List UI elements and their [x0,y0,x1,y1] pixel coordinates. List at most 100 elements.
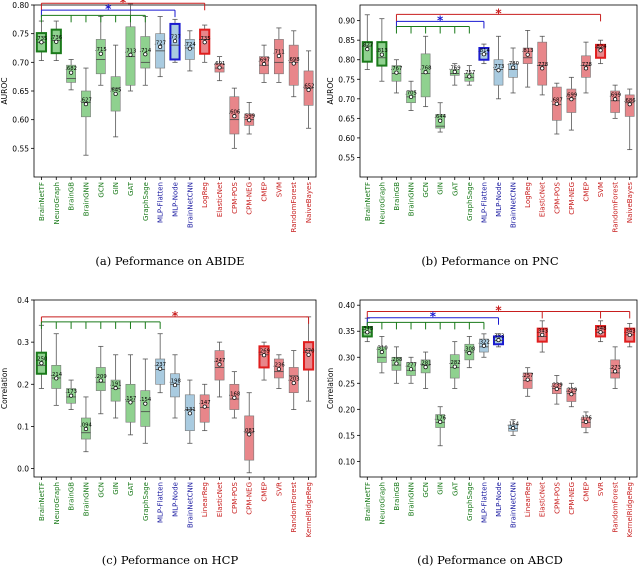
mean-marker [232,114,237,119]
box-kernelridgereg: .343 [624,323,636,348]
significance-star: * [120,0,127,9]
mean-label: .239 [551,383,563,389]
x-tick-label: CPM-NEG [568,182,576,215]
mean-marker [365,330,370,335]
box-iqr [610,90,620,113]
x-tick-label: MLP-Node [172,182,180,217]
significance-star: * [430,310,437,324]
box-neurograph: .736 [50,20,63,62]
box-cmep: .697 [258,44,270,83]
box-braingb: .288 [391,346,403,384]
x-tick-label: BrainGNN [82,482,90,516]
panel-abide: 0.55 0.60 0.65 0.70 0.75 0.80 AUROC .735 BrainNe… [0,0,317,268]
box-cpm-pos: .168 [228,371,241,419]
significance-bracket [40,321,161,329]
box-brainnettf: .827 [361,14,373,70]
mean-label: .269 [258,349,270,355]
mean-marker [113,386,118,391]
mean-marker [306,352,311,357]
box-braingb: .682 [65,59,77,91]
box-cmep: .778 [580,41,592,94]
box-svr: .348 [595,320,607,343]
y-tick-label: 0.65 [12,87,29,96]
x-tick-label: GraphSage [142,182,150,221]
x-tick-label: SVR [275,482,283,496]
box-cpm-neg: .599 [243,102,255,135]
mean-marker [69,70,74,75]
mean-label: .686 [624,98,636,104]
mean-label: .705 [405,90,417,96]
mean-label: .333 [493,334,505,340]
mean-label: .322 [478,339,490,345]
panel-hcp: 0.0 0.1 0.2 0.3 0.4 Correlation .250 BrainNetTF… [0,296,317,567]
box-naivebayes: .686 [624,88,636,151]
y-tick-label: 0.2 [17,380,29,389]
box-braingnn: .277 [405,356,417,384]
box-mlp-flatten: .814 [478,43,490,65]
y-tick-label: 0.55 [12,144,29,153]
mean-marker [262,62,267,67]
mean-label: .164 [507,422,519,428]
x-tick-label: GraphSage [466,182,474,221]
mean-label: .682 [65,66,77,72]
y-tick-label: 0.90 [338,17,355,26]
mean-label: .699 [609,93,621,99]
mean-label: .310 [376,346,388,352]
box-neurograph: .310 [376,336,388,374]
y-tick-label: 0.60 [338,134,355,143]
mean-label: .711 [273,50,285,56]
x-tick-label: GIN [112,482,120,495]
mean-marker [143,52,148,57]
mean-label: .780 [507,61,519,67]
x-tick-label: ElasticNet [216,182,224,217]
mean-label: .652 [303,83,315,89]
mean-marker [408,94,414,99]
panel-caption: (b) Peformance on PNC [421,254,559,268]
box-gin: .191 [110,354,122,419]
box-braingb: .173 [65,379,77,410]
panel-caption: (d) Peformance on ABCD [417,553,563,567]
x-tick-label: MLP-Node [495,182,503,217]
x-tick-label: BrainNetCNN [510,182,518,228]
mean-label: .281 [420,361,432,367]
mean-label: .735 [36,36,48,42]
x-tick-label: CMEP [582,482,590,502]
mean-label: .308 [463,347,475,353]
x-tick-label: ElasticNet [216,482,224,517]
mean-marker [247,118,252,123]
mean-marker [452,364,457,369]
mean-marker [554,101,559,106]
y-axis-label: Correlation [0,368,9,410]
y-tick-label: 0.70 [338,95,355,104]
mean-label: .273 [609,365,621,371]
mean-label: .250 [36,357,48,363]
mean-marker [262,353,267,358]
y-tick-label: 0.75 [12,30,29,39]
box-linearreg: .257 [522,367,534,397]
mean-marker [39,361,44,366]
mean-marker [540,66,545,71]
x-tick-label: MLP-Flatten [157,482,165,523]
mean-marker [525,377,530,382]
mean-marker [172,39,178,44]
box-cpm-pos: .606 [228,87,241,149]
x-tick-label: LogReg [524,182,532,208]
box-gcn: .209 [95,345,107,415]
box-graphsage: .757 [463,65,475,86]
x-tick-label: GCN [97,182,105,198]
box-logreg: .735 [199,24,211,63]
y-tick-label: 0.15 [338,431,355,440]
box-mlp-flatten: .727 [154,16,166,78]
mean-marker [496,68,501,73]
mean-label: .288 [391,357,403,363]
box-graphsage: .308 [463,336,476,369]
mean-label: .173 [65,389,77,395]
mean-marker [452,69,457,74]
mean-marker [394,361,399,366]
mean-label: .773 [493,64,505,70]
x-tick-label: CPM-POS [231,181,239,213]
mean-label: .209 [95,374,107,380]
mean-label: .827 [361,43,373,49]
box-gat: .157 [125,354,136,436]
significance-bracket: * [395,6,602,22]
